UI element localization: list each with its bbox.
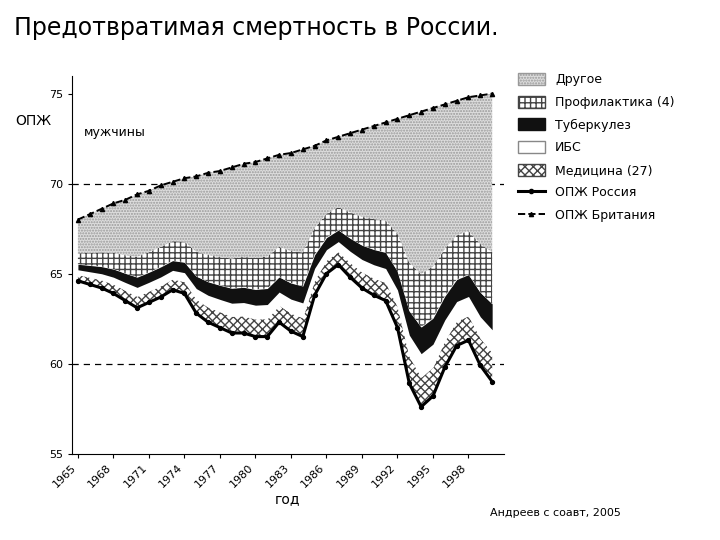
Text: мужчины: мужчины (84, 126, 145, 139)
Text: Предотвратимая смертность в России.: Предотвратимая смертность в России. (14, 16, 499, 40)
Text: Андреев с соавт, 2005: Андреев с соавт, 2005 (490, 508, 621, 518)
Text: ОПЖ: ОПЖ (15, 114, 51, 128)
X-axis label: год: год (275, 492, 301, 507)
Legend: Другое, Профилактика (4), Туберкулез, ИБС, Медицина (27), ОПЖ Россия, ОПЖ Британ: Другое, Профилактика (4), Туберкулез, ИБ… (513, 68, 680, 227)
